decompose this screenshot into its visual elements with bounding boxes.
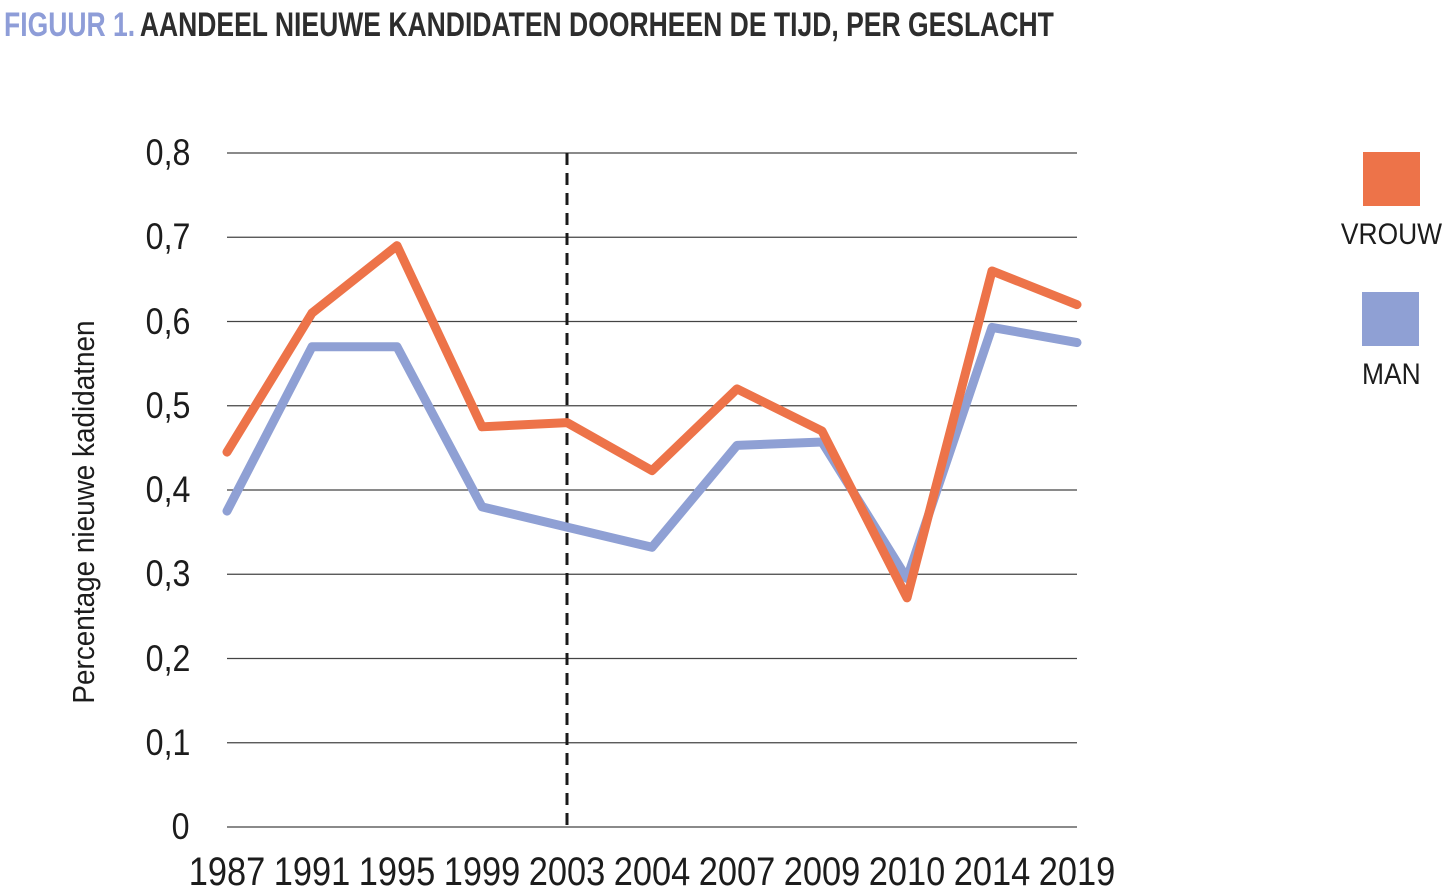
- figure-label: FIGUUR 1.: [4, 6, 136, 44]
- legend-item-man: MAN: [1358, 292, 1425, 392]
- vrouw-swatch: [1362, 152, 1420, 206]
- x-tick-label: 2010: [868, 850, 946, 893]
- y-tick-label: 0,7: [145, 216, 190, 258]
- x-tick-label: 2019: [1038, 850, 1116, 893]
- x-tick-label: 1999: [443, 850, 521, 893]
- x-tick-label: 2003: [528, 850, 606, 893]
- figure-title-text: AANDEEL NIEUWE KANDIDATEN DOORHEEN DE TI…: [139, 6, 1054, 44]
- x-tick-label: 1991: [273, 850, 351, 893]
- legend-item-vrouw: VROUW: [1334, 152, 1443, 252]
- y-tick-label: 0,2: [145, 637, 190, 679]
- y-tick-label: 0,6: [145, 300, 190, 342]
- series-line-vrouw: [222, 241, 1082, 603]
- y-tick-label: 0,4: [145, 469, 190, 510]
- y-tick-label: 0,8: [145, 132, 190, 173]
- legend: VROUW MAN: [1338, 152, 1443, 392]
- series-line-man: [222, 322, 1082, 583]
- y-tick-label: 0,5: [145, 384, 190, 426]
- legend-label-man: MAN: [1361, 358, 1421, 391]
- x-tick-label: 2007: [698, 850, 776, 893]
- x-tick-label: 2009: [783, 850, 861, 893]
- x-tick-label: 2004: [613, 850, 691, 893]
- y-tick-label: 0,3: [145, 553, 190, 595]
- man-swatch: [1362, 292, 1420, 346]
- y-axis-ticks: 0 0,1 0,2 0,3 0,4 0,5 0,6 0,7 0,8: [0, 0, 190, 893]
- y-tick-label: 0: [172, 806, 190, 847]
- y-tick-label: 0,1: [145, 721, 190, 763]
- figure-title: FIGUUR 1. AANDEEL NIEUWE KANDIDATEN DOORH…: [4, 6, 1054, 45]
- legend-label-vrouw: VROUW: [1340, 218, 1442, 251]
- x-tick-label: 2014: [953, 850, 1031, 893]
- x-axis-ticks: 1987 1991 1995 1999 2003 2004 2007 2009 2010 2014…: [0, 850, 1443, 893]
- x-tick-label: 1987: [188, 850, 266, 893]
- x-tick-label: 1995: [358, 850, 436, 893]
